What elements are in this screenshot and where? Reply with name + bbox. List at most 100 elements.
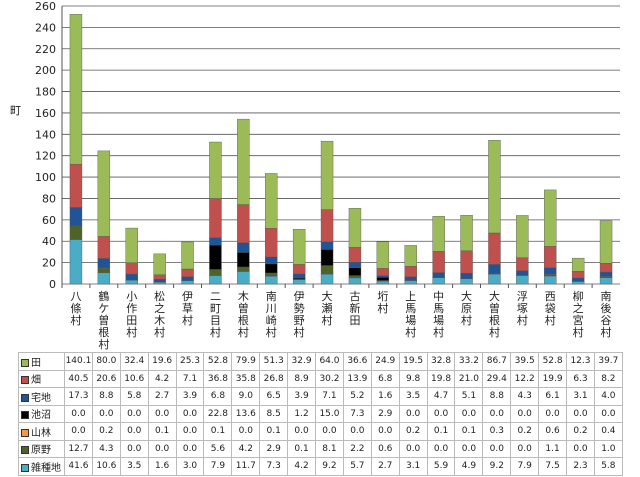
bar-segment-宅地 bbox=[209, 237, 222, 246]
table-cell: 5.2 bbox=[342, 387, 372, 406]
bar-segment-雑種地 bbox=[544, 275, 557, 285]
table-cell: 0.0 bbox=[454, 404, 484, 423]
table-cell: 0.0 bbox=[398, 439, 428, 458]
bar-segment-宅地 bbox=[376, 275, 390, 278]
x-tick-label: 之 bbox=[154, 301, 165, 315]
bar-segment-田 bbox=[209, 141, 222, 199]
legend-entry: 宅地 bbox=[18, 387, 65, 406]
x-tick-label: 曽 bbox=[98, 313, 109, 327]
x-tick-label: 八 bbox=[70, 290, 81, 303]
bar-segment-宅地 bbox=[153, 279, 166, 283]
table-cell: 0.1 bbox=[203, 422, 233, 441]
bar-segment-田 bbox=[153, 253, 166, 276]
bar-segment-雑種地 bbox=[209, 275, 222, 285]
bar-segment-田 bbox=[181, 241, 194, 270]
table-cell: 1.6 bbox=[147, 457, 177, 476]
table-cell: 32.4 bbox=[119, 352, 149, 371]
table-cell: 8.8 bbox=[482, 387, 512, 406]
table-cell: 17.3 bbox=[64, 387, 93, 406]
x-tick-label: 村 bbox=[266, 325, 277, 339]
x-tick-label: 浮 bbox=[517, 290, 528, 303]
bar-segment-雑種地 bbox=[69, 239, 83, 285]
table-cell: 11.7 bbox=[231, 457, 261, 476]
bar-segment-池沼 bbox=[237, 252, 250, 268]
x-tick-label: 木 bbox=[154, 314, 165, 327]
bar-segment-田 bbox=[599, 220, 613, 264]
x-tick-label: 大 bbox=[489, 289, 500, 303]
bar-segment-畑 bbox=[320, 209, 334, 243]
x-tick-label: 袋 bbox=[545, 301, 556, 315]
bar-segment-雑種地 bbox=[348, 277, 362, 285]
table-cell: 0.0 bbox=[91, 404, 121, 423]
table-cell: 13.6 bbox=[231, 404, 261, 423]
table-cell: 3.1 bbox=[566, 387, 595, 406]
table-cell: 79.9 bbox=[231, 352, 261, 371]
legend-label: 畑 bbox=[31, 375, 41, 387]
table-cell: 0.0 bbox=[454, 439, 484, 458]
x-tick-label: 二 bbox=[210, 290, 221, 303]
table-cell: 1.0 bbox=[593, 439, 623, 458]
legend-label: 池沼 bbox=[31, 410, 51, 422]
table-cell: 5.9 bbox=[426, 457, 456, 476]
x-tick-label: 町 bbox=[210, 302, 221, 315]
table-row: 雑種地 41.6 10.6 3.5 1.6 3.0 7.9 11.7 7.3 4.2 9.2 5.7 2… bbox=[18, 457, 623, 476]
bar-segment-畑 bbox=[181, 268, 194, 277]
x-tick-label: 南 bbox=[601, 290, 612, 303]
x-tick-label: 曽 bbox=[489, 301, 500, 315]
bar-segment-原野 bbox=[209, 269, 222, 276]
bar-segment-田 bbox=[404, 245, 417, 267]
bar-segment-雑種地 bbox=[292, 279, 306, 285]
table-cell: 0.4 bbox=[593, 422, 623, 441]
table-cell: 10.6 bbox=[119, 369, 149, 388]
table-cell: 24.9 bbox=[370, 352, 400, 371]
legend-entry: 原野 bbox=[18, 439, 65, 458]
table-cell: 64.0 bbox=[315, 352, 344, 371]
table-cell: 1.1 bbox=[538, 439, 568, 458]
x-tick-label: 馬 bbox=[433, 302, 444, 315]
table-cell: 0.0 bbox=[64, 404, 93, 423]
x-tick-label: 小 bbox=[126, 290, 137, 303]
table-cell: 1.6 bbox=[370, 387, 400, 406]
bar-segment-雑種地 bbox=[97, 272, 111, 285]
bar-segment-田 bbox=[376, 241, 390, 269]
table-cell: 2.3 bbox=[566, 457, 595, 476]
table-cell: 4.2 bbox=[147, 369, 177, 388]
x-tick-label: 松 bbox=[154, 289, 165, 303]
bar-segment-畑 bbox=[292, 264, 306, 275]
bar-segment-畑 bbox=[404, 266, 417, 277]
bar-segment-宅地 bbox=[181, 276, 194, 281]
bar-segment-畑 bbox=[599, 263, 613, 273]
table-cell: 0.0 bbox=[119, 404, 149, 423]
table-cell: 0.0 bbox=[342, 422, 372, 441]
table-cell: 0.0 bbox=[482, 439, 512, 458]
x-tick-label: 村 bbox=[322, 313, 333, 327]
table-cell: 10.6 bbox=[91, 457, 121, 476]
x-tick-label: 之 bbox=[573, 301, 584, 315]
legend-label: 原野 bbox=[31, 445, 51, 457]
bar-segment-宅地 bbox=[69, 207, 83, 227]
bar-segment-原野 bbox=[237, 266, 250, 272]
table-cell: 7.3 bbox=[259, 457, 289, 476]
x-tick-label: 古 bbox=[349, 290, 360, 303]
bar-segment-雑種地 bbox=[265, 275, 278, 285]
bar-segment-池沼 bbox=[265, 263, 278, 274]
table-cell: 3.5 bbox=[398, 387, 428, 406]
table-cell: 2.9 bbox=[370, 404, 400, 423]
x-tick-label: 原 bbox=[461, 302, 472, 315]
table-cell: 7.9 bbox=[510, 457, 540, 476]
table-cell: 6.5 bbox=[259, 387, 289, 406]
x-tick-label: 村 bbox=[126, 325, 137, 339]
x-tick-label: 西 bbox=[545, 290, 556, 303]
x-tick-label: 伊 bbox=[182, 290, 193, 303]
table-cell: 0.0 bbox=[119, 439, 149, 458]
x-tick-label: 谷 bbox=[601, 314, 612, 327]
table-cell: 3.5 bbox=[119, 457, 149, 476]
bar-segment-畑 bbox=[544, 246, 557, 268]
table-cell: 33.2 bbox=[454, 352, 484, 371]
legend-swatch bbox=[21, 393, 29, 402]
bar-segment-雑種地 bbox=[320, 273, 334, 285]
y-tick-label: 80 bbox=[42, 192, 56, 205]
table-cell: 140.1 bbox=[64, 352, 93, 371]
data-table: 田 140.1 80.0 32.4 19.6 25.3 52.8 79.9 51.3 32.9 64… bbox=[18, 352, 623, 476]
table-cell: 6.8 bbox=[203, 387, 233, 406]
